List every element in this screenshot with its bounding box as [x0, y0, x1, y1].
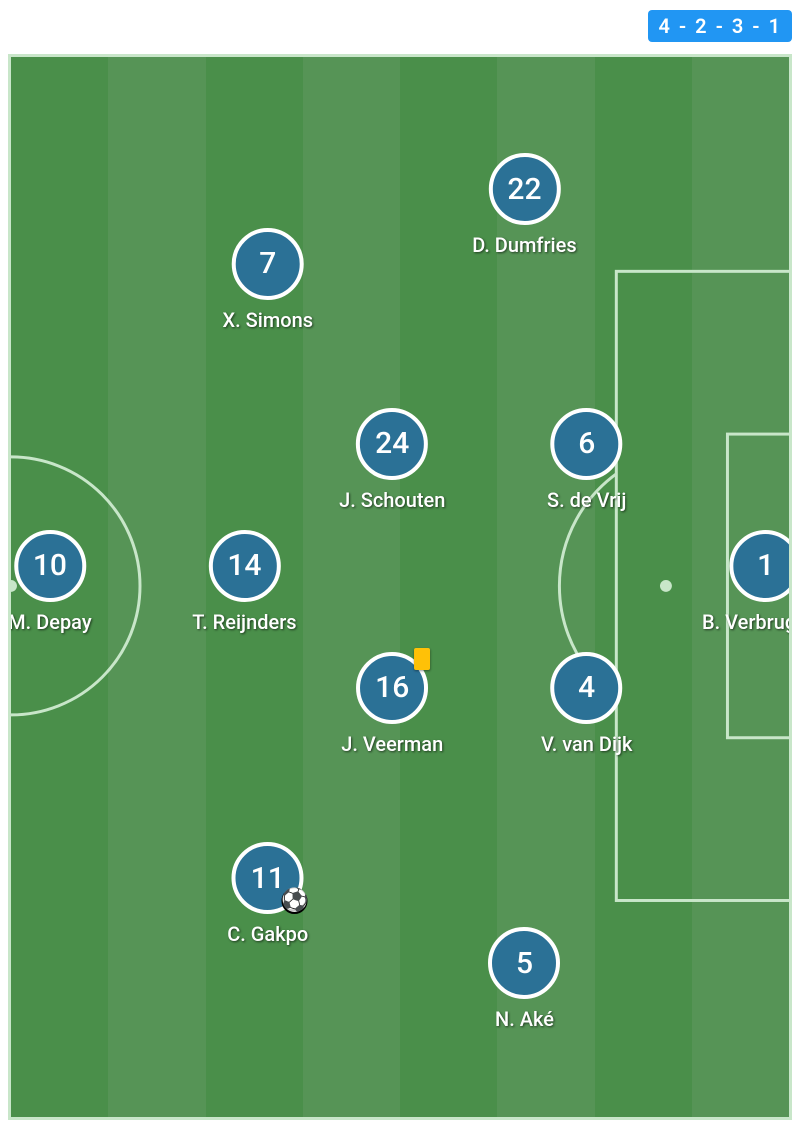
- pitch-stripes: [11, 57, 789, 1117]
- formation-badge: 4 - 2 - 3 - 1: [648, 10, 792, 42]
- pitch: 1B. Verbruggen22D. Dumfries6S. de Vrij4V…: [8, 54, 792, 1120]
